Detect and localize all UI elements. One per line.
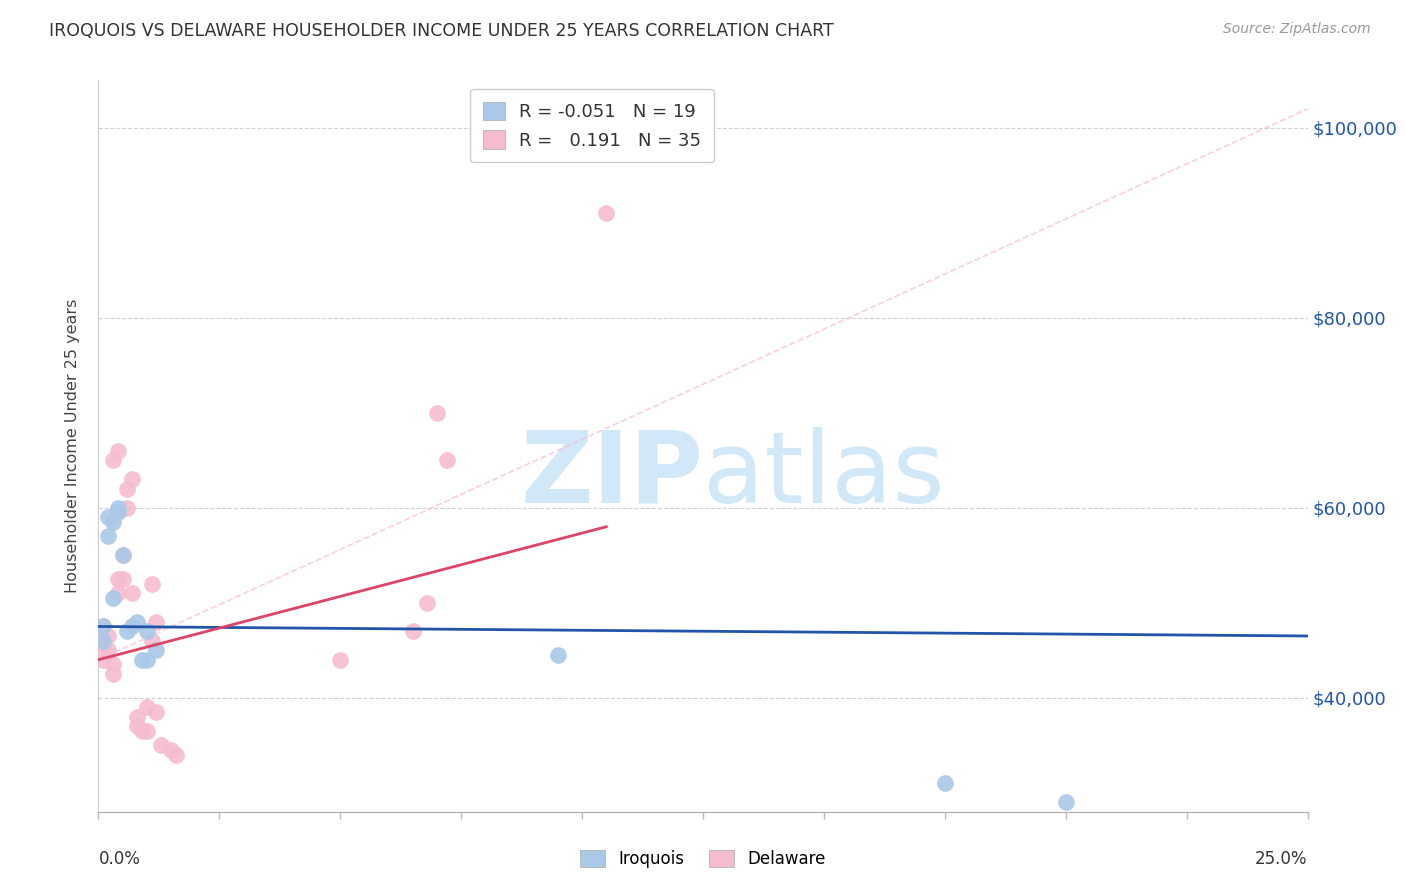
Point [131, 653, 153, 667]
Point [107, 586, 129, 600]
Point [145, 615, 167, 629]
Point [127, 719, 149, 733]
Point [135, 653, 157, 667]
Point [131, 723, 153, 738]
Point [97, 529, 120, 543]
Point [127, 710, 149, 724]
Point [426, 406, 449, 420]
Point [1054, 795, 1077, 809]
Point [329, 653, 352, 667]
Point [934, 776, 956, 790]
Legend: R = -0.051   N = 19, R =   0.191   N = 35: R = -0.051 N = 19, R = 0.191 N = 35 [470, 89, 714, 162]
Point [107, 500, 129, 515]
Point [91, 653, 114, 667]
Point [91, 619, 114, 633]
Point [135, 700, 157, 714]
Point [121, 586, 143, 600]
Point [107, 572, 129, 586]
Point [135, 723, 157, 738]
Point [160, 743, 183, 757]
Point [595, 206, 617, 220]
Point [547, 648, 569, 662]
Point [135, 624, 157, 639]
Point [111, 548, 134, 562]
Point [101, 453, 124, 467]
Point [111, 572, 134, 586]
Point [101, 591, 124, 605]
Point [97, 643, 120, 657]
Text: 0.0%: 0.0% [98, 850, 141, 868]
Point [91, 639, 114, 653]
Legend: Iroquois, Delaware: Iroquois, Delaware [574, 843, 832, 875]
Point [111, 548, 134, 562]
Point [107, 506, 129, 520]
Point [141, 633, 163, 648]
Point [101, 667, 124, 681]
Text: atlas: atlas [703, 426, 945, 524]
Text: Source: ZipAtlas.com: Source: ZipAtlas.com [1223, 22, 1371, 37]
Point [145, 643, 167, 657]
Point [91, 633, 114, 648]
Point [165, 747, 187, 762]
Point [117, 500, 139, 515]
Point [117, 482, 139, 496]
Point [121, 619, 143, 633]
Point [117, 624, 139, 639]
Point [107, 443, 129, 458]
Point [141, 576, 163, 591]
Point [101, 657, 124, 672]
Y-axis label: Householder Income Under 25 years: Householder Income Under 25 years [65, 299, 80, 593]
Point [101, 515, 124, 529]
Point [127, 615, 149, 629]
Point [145, 705, 167, 719]
Text: 25.0%: 25.0% [1256, 850, 1308, 868]
Point [436, 453, 458, 467]
Point [150, 738, 173, 752]
Point [97, 629, 120, 643]
Text: ZIP: ZIP [520, 426, 703, 524]
Text: IROQUOIS VS DELAWARE HOUSEHOLDER INCOME UNDER 25 YEARS CORRELATION CHART: IROQUOIS VS DELAWARE HOUSEHOLDER INCOME … [49, 22, 834, 40]
Point [97, 510, 120, 524]
Point [416, 596, 439, 610]
Point [402, 624, 425, 639]
Point [121, 472, 143, 486]
Point [91, 619, 114, 633]
